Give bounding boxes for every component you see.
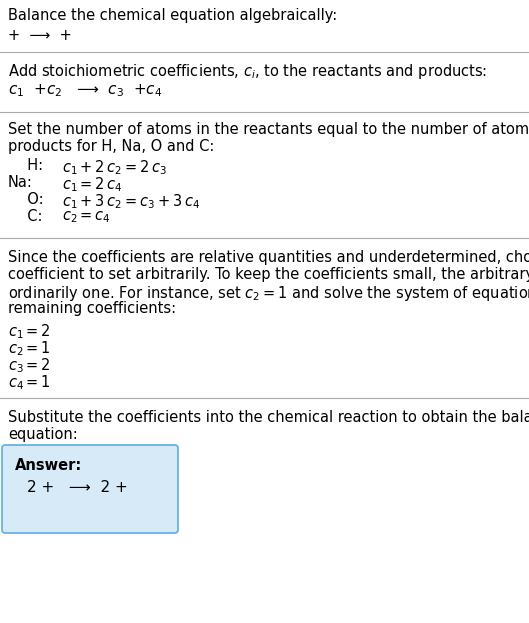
Text: ordinarily one. For instance, set $c_2 = 1$ and solve the system of equations fo: ordinarily one. For instance, set $c_2 =… xyxy=(8,284,529,303)
Text: O:: O: xyxy=(18,192,43,207)
Text: Set the number of atoms in the reactants equal to the number of atoms in the: Set the number of atoms in the reactants… xyxy=(8,122,529,137)
Text: products for H, Na, O and C:: products for H, Na, O and C: xyxy=(8,139,214,154)
Text: $c_1 = 2$: $c_1 = 2$ xyxy=(8,322,51,341)
Text: $c_1 = 2\,c_4$: $c_1 = 2\,c_4$ xyxy=(62,175,123,194)
Text: coefficient to set arbitrarily. To keep the coefficients small, the arbitrary va: coefficient to set arbitrarily. To keep … xyxy=(8,267,529,282)
FancyBboxPatch shape xyxy=(2,445,178,533)
Text: $c_2 = 1$: $c_2 = 1$ xyxy=(8,339,51,358)
Text: Answer:: Answer: xyxy=(15,458,82,473)
Text: $c_1$  +$c_2$   ⟶  $c_3$  +$c_4$: $c_1$ +$c_2$ ⟶ $c_3$ +$c_4$ xyxy=(8,82,162,98)
Text: Since the coefficients are relative quantities and underdetermined, choose a: Since the coefficients are relative quan… xyxy=(8,250,529,265)
Text: $c_1 + 2\,c_2 = 2\,c_3$: $c_1 + 2\,c_2 = 2\,c_3$ xyxy=(62,158,167,177)
Text: remaining coefficients:: remaining coefficients: xyxy=(8,301,176,316)
Text: Balance the chemical equation algebraically:: Balance the chemical equation algebraica… xyxy=(8,8,338,23)
Text: equation:: equation: xyxy=(8,427,78,442)
Text: Na:: Na: xyxy=(8,175,33,190)
Text: $c_1 + 3\,c_2 = c_3 + 3\,c_4$: $c_1 + 3\,c_2 = c_3 + 3\,c_4$ xyxy=(62,192,200,211)
Text: C:: C: xyxy=(18,209,42,224)
Text: Add stoichiometric coefficients, $c_i$, to the reactants and products:: Add stoichiometric coefficients, $c_i$, … xyxy=(8,62,487,81)
Text: $c_2 = c_4$: $c_2 = c_4$ xyxy=(62,209,111,225)
Text: $c_4 = 1$: $c_4 = 1$ xyxy=(8,373,51,392)
Text: $c_3 = 2$: $c_3 = 2$ xyxy=(8,356,51,374)
Text: 2 +   ⟶  2 +: 2 + ⟶ 2 + xyxy=(27,480,127,495)
Text: H:: H: xyxy=(18,158,43,173)
Text: +  ⟶  +: + ⟶ + xyxy=(8,28,72,43)
Text: Substitute the coefficients into the chemical reaction to obtain the balanced: Substitute the coefficients into the che… xyxy=(8,410,529,425)
